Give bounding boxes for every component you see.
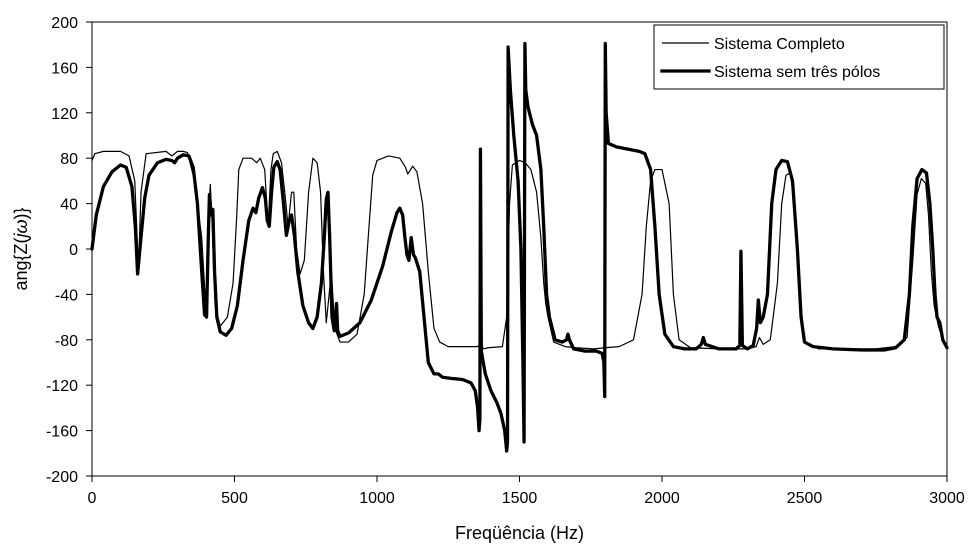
legend-label-sistema-sem-tres-polos: Sistema sem três pólos [714, 64, 880, 81]
plot-area: 0 500 1000 1500 2000 2500 3000 200 160 120 80 40 0 -4… [46, 15, 965, 507]
y-tick-label: -160 [46, 424, 78, 441]
legend-box [653, 24, 945, 90]
plot-frame [91, 21, 948, 477]
series-group [90, 41, 949, 453]
x-tick-label: 1000 [359, 490, 395, 507]
x-tick-label: 1500 [502, 490, 538, 507]
y-tick-label: 200 [51, 15, 78, 32]
y-axis-title: ang{Z(jω)} [11, 207, 31, 290]
legend: Sistema Completo Sistema sem três pólos [653, 24, 945, 90]
x-tick-label: 0 [88, 490, 97, 507]
x-axis-title: Freqüência (Hz) [455, 523, 584, 543]
y-tick-label: 40 [60, 197, 78, 214]
y-tick-label: 120 [51, 106, 78, 123]
axis-labels: Freqüência (Hz) ang{Z(jω)} [11, 207, 584, 543]
legend-label-sistema-completo: Sistema Completo [714, 36, 845, 53]
x-tick-label: 3000 [929, 490, 965, 507]
series-line-sistema-completo [91, 150, 948, 350]
y-tick-label: 80 [60, 151, 78, 168]
y-tick-label: 0 [69, 242, 78, 259]
series-line-sistema-sem-tres-polos [90, 41, 949, 453]
y-tick-label: -40 [55, 287, 78, 304]
y-tick-label: -200 [46, 469, 78, 486]
x-tick-label: 2000 [644, 490, 680, 507]
x-tick-label: 500 [221, 490, 248, 507]
ticks-group: 0 500 1000 1500 2000 2500 3000 200 160 120 80 40 0 -4… [46, 15, 965, 507]
y-tick-label: -120 [46, 378, 78, 395]
y-tick-label: 160 [51, 60, 78, 77]
y-tick-label: -80 [55, 333, 78, 350]
x-tick-label: 2500 [787, 490, 823, 507]
